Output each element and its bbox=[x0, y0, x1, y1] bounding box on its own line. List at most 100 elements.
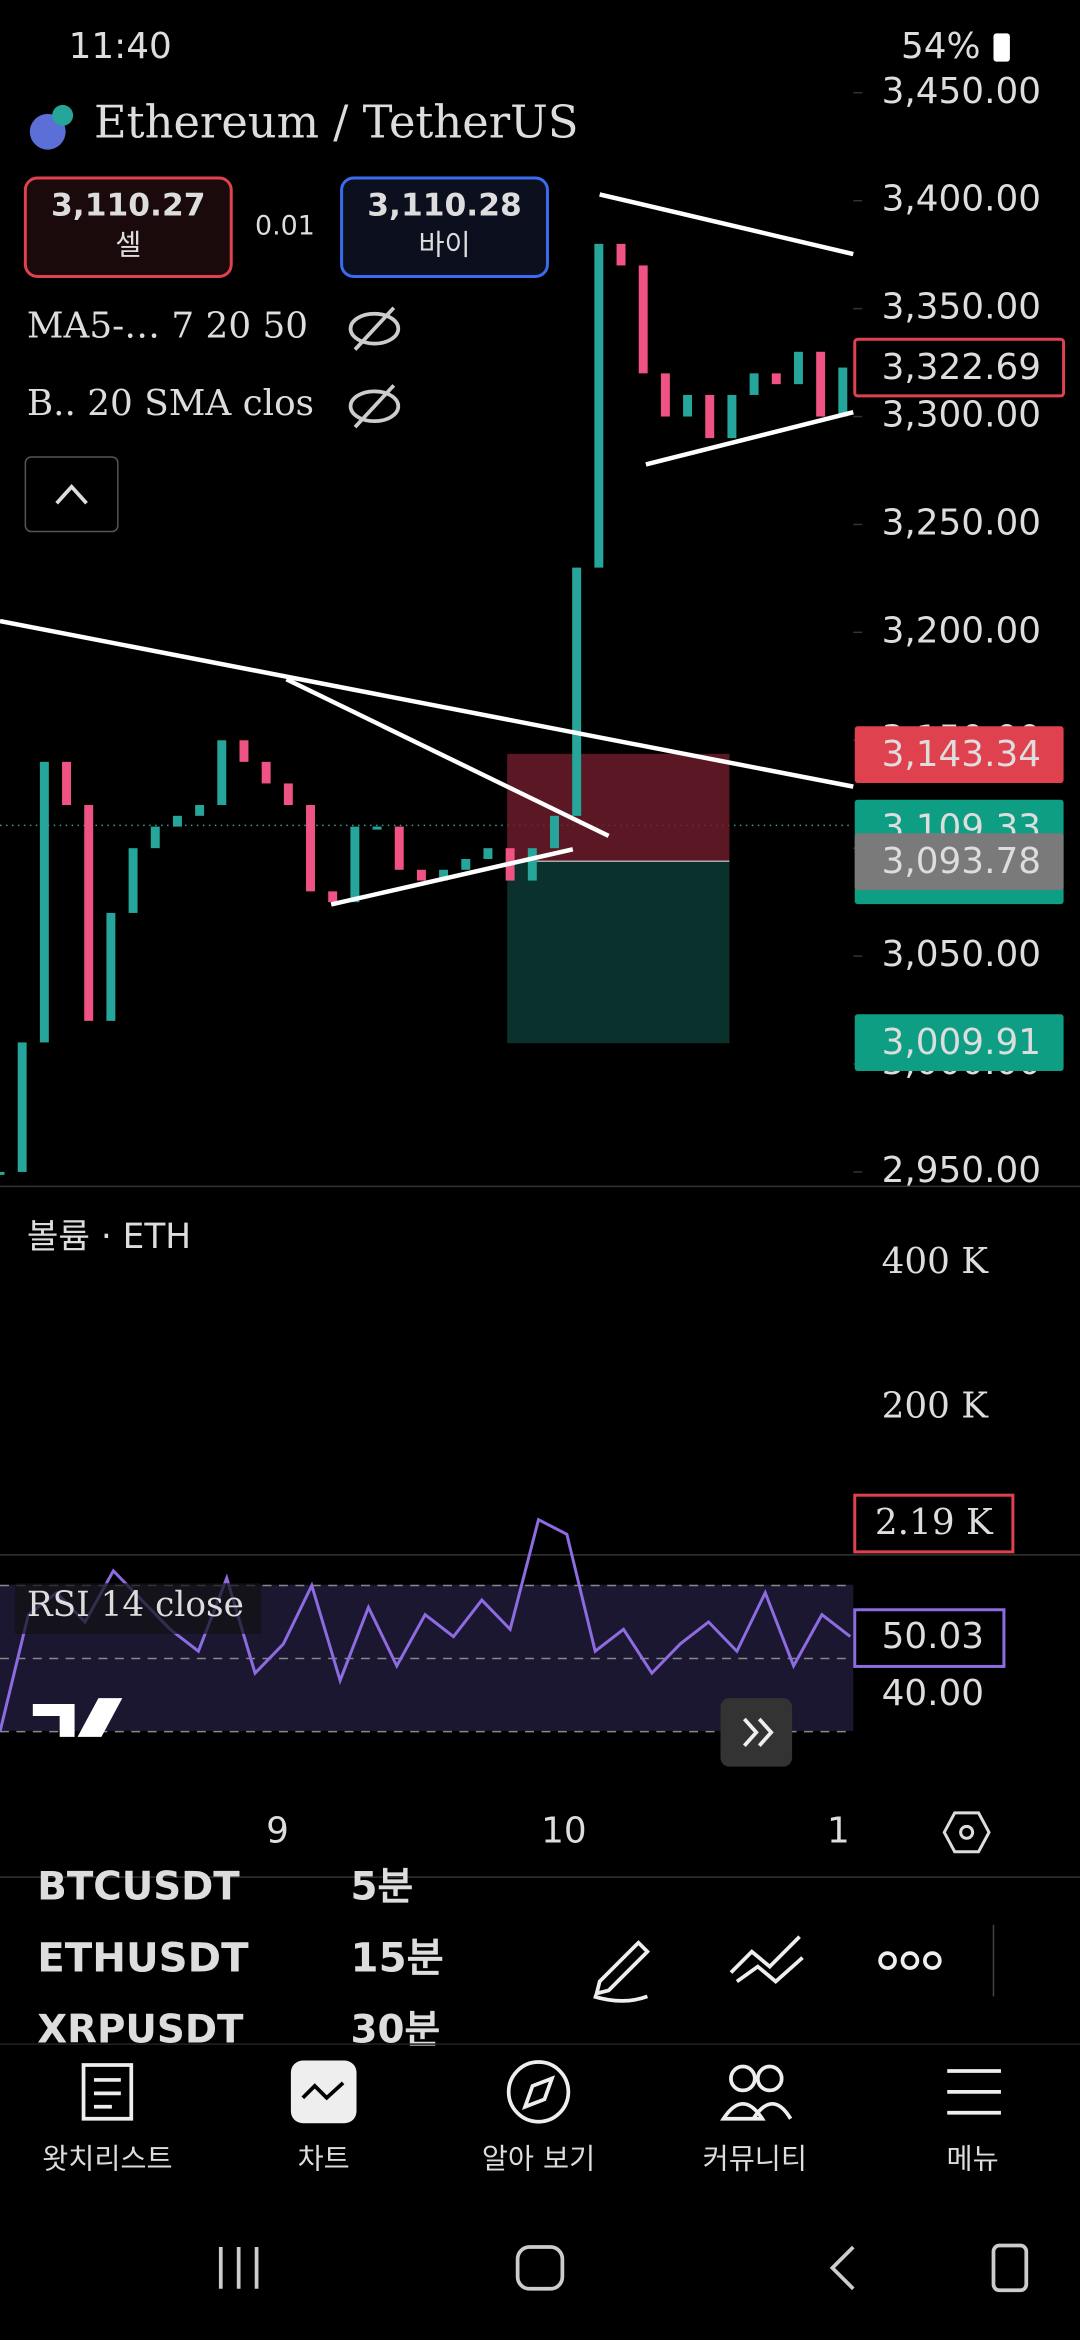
recents-button[interactable] bbox=[218, 2247, 259, 2289]
price-tick: 3,200.00 bbox=[882, 610, 1041, 651]
compass bbox=[521, 2075, 556, 2110]
rsi-tick: 40.00 bbox=[882, 1673, 984, 1714]
candle bbox=[261, 761, 271, 784]
home-button[interactable] bbox=[515, 2245, 565, 2291]
trend-line bbox=[285, 677, 610, 838]
volume-tick: 400 K bbox=[882, 1241, 990, 1282]
symbol[interactable]: ETHUSDT bbox=[37, 1936, 249, 1982]
hide-icons bbox=[348, 306, 401, 429]
price-label: 3,009.91 bbox=[882, 1022, 1041, 1063]
candle bbox=[416, 869, 426, 881]
trend-line bbox=[599, 192, 854, 257]
community-icon[interactable] bbox=[729, 2064, 757, 2093]
symbol[interactable]: XRPUSDT bbox=[37, 2008, 244, 2053]
more-tool[interactable] bbox=[878, 1951, 942, 1970]
candle bbox=[217, 740, 227, 806]
chevron bbox=[742, 1717, 759, 1748]
time-label: 9 bbox=[266, 1810, 289, 1851]
candle bbox=[816, 351, 826, 417]
nav-label[interactable]: 메뉴 bbox=[947, 2142, 999, 2175]
sell-price: 3,110.27 bbox=[51, 187, 206, 223]
interval[interactable]: 15분 bbox=[351, 1936, 444, 1982]
candle bbox=[683, 394, 693, 417]
candle bbox=[483, 848, 493, 859]
candle bbox=[461, 858, 471, 870]
candle bbox=[527, 848, 537, 881]
indicator: B.. 20 SMA clos bbox=[27, 383, 314, 424]
candle bbox=[39, 761, 49, 1043]
battery-icon bbox=[993, 33, 1010, 62]
nav-label[interactable]: 알아 보기 bbox=[482, 2142, 595, 2175]
candle bbox=[439, 869, 449, 881]
eye-slash bbox=[353, 306, 396, 351]
rsi-title: RSI 14 close bbox=[27, 1585, 244, 1625]
tradingview-logo bbox=[32, 1698, 123, 1737]
symbol[interactable]: BTCUSDT bbox=[37, 1865, 240, 1910]
candle bbox=[239, 740, 249, 762]
rsi-last: 50.03 bbox=[882, 1616, 984, 1657]
volume-title: 볼륨 · ETH bbox=[27, 1217, 191, 1257]
settings-dot bbox=[959, 1824, 975, 1840]
nav-label[interactable]: 왓치리스트 bbox=[42, 2142, 172, 2175]
price-tick: 3,050.00 bbox=[882, 934, 1041, 975]
coin-badge bbox=[52, 104, 74, 126]
candle bbox=[62, 761, 72, 806]
interval[interactable]: 5분 bbox=[351, 1865, 414, 1910]
price-label-box bbox=[854, 726, 1064, 783]
price-pane bbox=[0, 753, 854, 1044]
explore-icon[interactable] bbox=[506, 2060, 571, 2124]
screenshot-button[interactable] bbox=[991, 2243, 1029, 2293]
menu-icon[interactable] bbox=[947, 2069, 1001, 2115]
price-axis: 3,450.00 3,400.00 3,350.00 3,300.00 3,250.00… bbox=[853, 71, 1066, 1191]
nav-icons bbox=[81, 2060, 1001, 2124]
eye-icon[interactable] bbox=[348, 311, 401, 346]
candle bbox=[17, 1042, 27, 1172]
symbol-list: BTCUSDT 5분 ETHUSDT 15분 XRPUSDT 30분 bbox=[37, 1865, 443, 2053]
candle bbox=[771, 373, 781, 385]
status-bar bbox=[0, 0, 1080, 73]
interval[interactable]: 30분 bbox=[351, 2008, 441, 2053]
trend-line bbox=[645, 410, 854, 467]
candle bbox=[84, 805, 94, 1021]
chart-icon[interactable] bbox=[290, 2060, 357, 2124]
system-nav bbox=[218, 2243, 1029, 2293]
nav-label[interactable]: 커뮤니티 bbox=[703, 2142, 807, 2175]
candle bbox=[0, 1171, 5, 1175]
price-label-box bbox=[854, 1014, 1064, 1071]
price-tick: 3,300.00 bbox=[882, 395, 1041, 436]
candle bbox=[727, 394, 737, 439]
candle bbox=[128, 848, 138, 913]
chevron bbox=[757, 1717, 774, 1748]
watchlist-icon[interactable] bbox=[81, 2063, 134, 2121]
lines-tool[interactable] bbox=[729, 1935, 804, 1984]
back-button[interactable] bbox=[829, 2245, 855, 2291]
candle bbox=[106, 912, 116, 1021]
battery: 54% bbox=[901, 26, 981, 67]
spread: 0.01 bbox=[255, 211, 315, 242]
volume-tick: 200 K bbox=[882, 1386, 990, 1427]
candle bbox=[283, 783, 293, 806]
sell-button[interactable] bbox=[23, 176, 233, 278]
rsi-title-bg bbox=[14, 1583, 262, 1634]
candle bbox=[328, 891, 338, 903]
trend-line bbox=[330, 847, 574, 907]
candle bbox=[838, 367, 848, 417]
price-label-box bbox=[853, 337, 1066, 398]
chevron-up bbox=[55, 484, 88, 505]
collapse-button[interactable] bbox=[24, 456, 119, 533]
candle bbox=[195, 805, 205, 816]
candle bbox=[616, 243, 626, 266]
draw-tool[interactable] bbox=[593, 1940, 651, 2003]
candle bbox=[394, 826, 404, 870]
nav-label[interactable]: 차트 bbox=[298, 2142, 350, 2175]
rsi-last-box bbox=[853, 1608, 1006, 1668]
trend-line bbox=[0, 618, 854, 789]
price-tick: 2,950.00 bbox=[882, 1150, 1041, 1191]
settings-icon[interactable] bbox=[942, 1811, 991, 1854]
eye-icon[interactable] bbox=[348, 389, 401, 424]
target-zone bbox=[507, 861, 730, 1044]
buy-label: 바이 bbox=[418, 229, 470, 262]
community-body bbox=[720, 2101, 793, 2121]
buy-button[interactable] bbox=[340, 176, 549, 278]
